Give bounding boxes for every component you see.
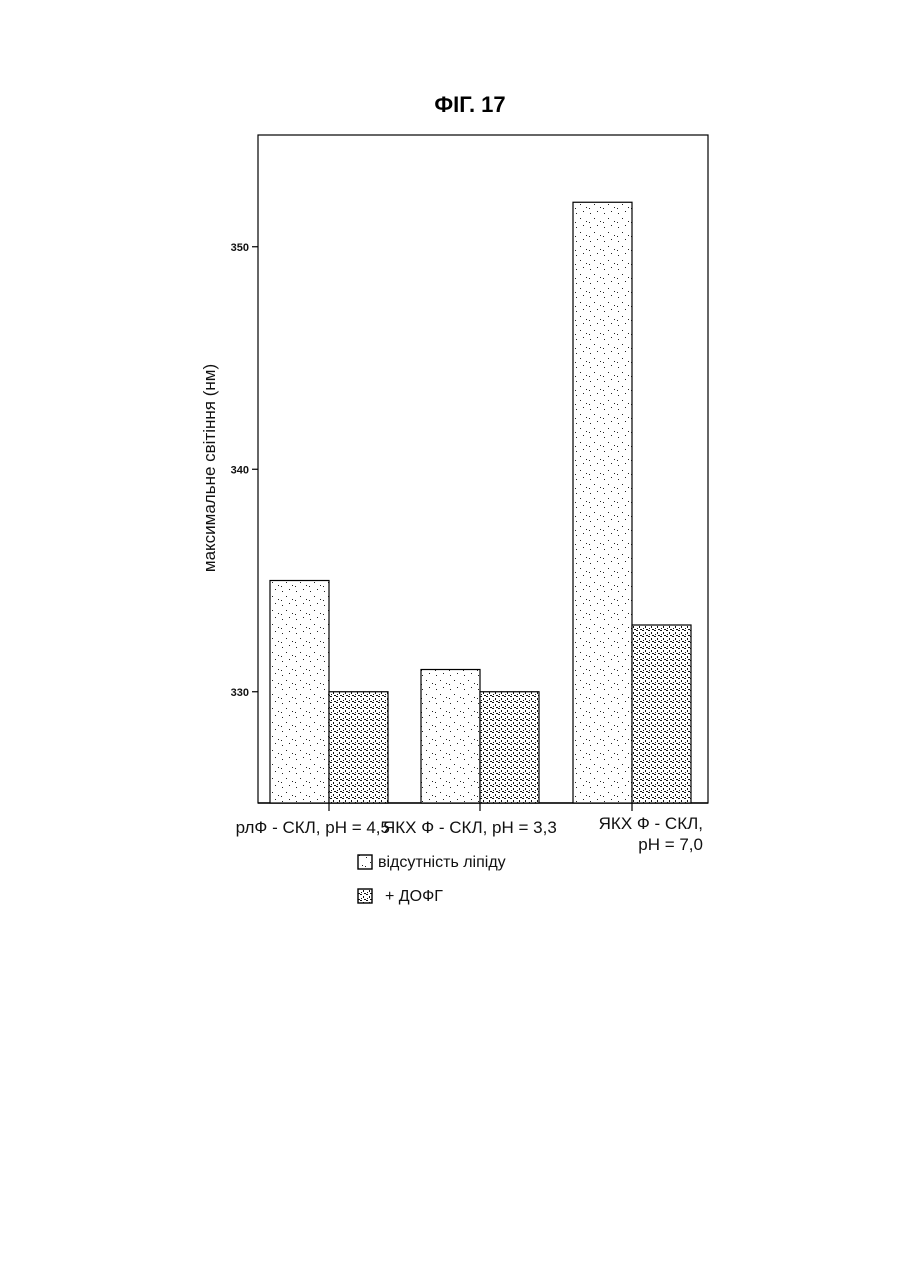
legend-label: + ДОФГ bbox=[385, 888, 443, 905]
y-axis-label: максимальне світіння (нм) bbox=[200, 364, 219, 572]
x-ticks bbox=[329, 803, 632, 811]
chart-title: ФІГ. 17 bbox=[434, 92, 505, 117]
bar-dofg-2 bbox=[632, 625, 691, 803]
y-tick-label: 350 bbox=[231, 242, 249, 254]
y-tick-label: 330 bbox=[231, 687, 249, 699]
y-tick-label: 340 bbox=[231, 464, 249, 476]
legend-swatch bbox=[358, 855, 372, 869]
bars bbox=[270, 202, 691, 803]
legend: відсутність ліпіду + ДОФГ bbox=[358, 854, 506, 905]
bar-no-lipid-1 bbox=[421, 670, 480, 804]
legend-swatch bbox=[358, 889, 372, 903]
category-label: pH = 7,0 bbox=[638, 835, 703, 854]
category-label: ЯКХ Ф - СКЛ, bbox=[599, 814, 703, 833]
category-label: ЯКХ Ф - СКЛ, pH = 3,3 bbox=[383, 818, 557, 837]
bar-no-lipid-0 bbox=[270, 581, 329, 804]
bar-dofg-1 bbox=[480, 692, 539, 803]
y-ticks: 330 340 350 bbox=[231, 242, 258, 699]
bar-dofg-0 bbox=[329, 692, 388, 803]
legend-label: відсутність ліпіду bbox=[378, 854, 506, 871]
category-label: рлФ - СКЛ, pH = 4,5 bbox=[236, 818, 390, 837]
category-labels: рлФ - СКЛ, pH = 4,5ЯКХ Ф - СКЛ, pH = 3,3… bbox=[236, 814, 703, 854]
bar-no-lipid-2 bbox=[573, 202, 632, 803]
